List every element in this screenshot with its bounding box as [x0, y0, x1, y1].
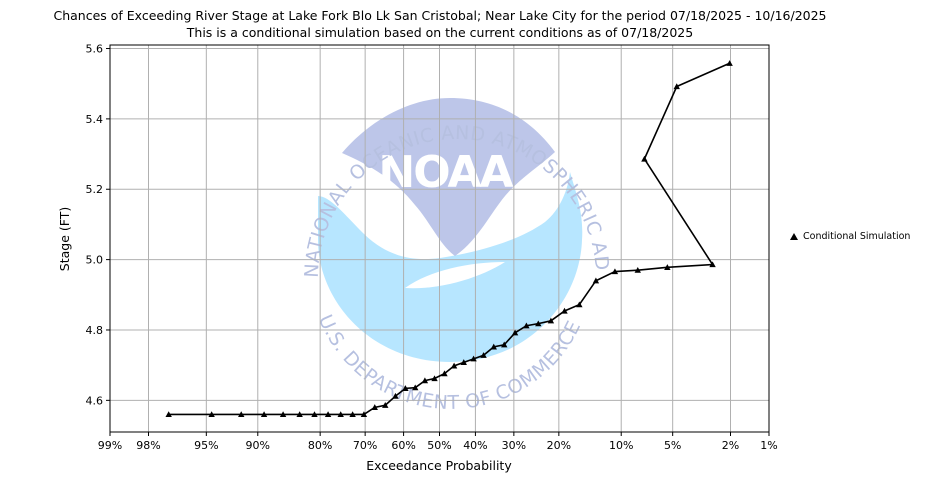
x-axis-label: Exceedance Probability — [366, 458, 512, 473]
y-tick-label: 4.8 — [86, 324, 104, 337]
data-point — [501, 341, 508, 348]
series-conditional-simulation — [165, 60, 733, 418]
data-point — [421, 377, 429, 384]
data-point — [673, 83, 680, 90]
data-point — [592, 277, 600, 284]
data-point — [349, 411, 356, 418]
data-point — [511, 329, 519, 336]
x-tick-label: 2% — [722, 439, 739, 452]
data-point — [431, 375, 438, 382]
data-point — [296, 411, 303, 418]
data-point — [208, 411, 215, 418]
x-tick-label: 40% — [463, 439, 487, 452]
data-point — [412, 384, 419, 391]
y-tick-label: 4.6 — [86, 394, 104, 407]
x-tick-label: 90% — [246, 439, 270, 452]
x-tick-label: 30% — [502, 439, 526, 452]
data-point — [382, 402, 389, 408]
x-tick-label: 70% — [353, 439, 377, 452]
data-point — [611, 268, 619, 275]
data-point — [480, 352, 487, 358]
y-axis-label: Stage (FT) — [57, 207, 72, 271]
data-point — [561, 307, 568, 314]
data-point — [260, 411, 268, 418]
legend: Conditional Simulation — [790, 231, 910, 242]
x-tick-label: 95% — [194, 439, 218, 452]
data-point — [634, 266, 641, 273]
y-tick-label: 5.2 — [86, 183, 104, 196]
y-tick-label: 5.0 — [86, 254, 104, 267]
data-point — [279, 411, 287, 418]
data-point — [523, 322, 530, 329]
y-tick-label: 5.4 — [86, 113, 104, 126]
data-point — [392, 392, 399, 399]
data-point — [371, 404, 378, 410]
noaa-logo-watermark: NOAA NATIONAL OCEANIC AND ATMOSPHERIC AD… — [0, 0, 612, 414]
x-tick-label: 98% — [136, 439, 160, 452]
legend-label: Conditional Simulation — [803, 231, 911, 242]
data-point — [709, 261, 716, 268]
chart-subtitle: This is a conditional simulation based o… — [186, 25, 694, 40]
data-point — [547, 317, 555, 324]
x-tick-label: 1% — [760, 439, 777, 452]
y-tick-label: 5.6 — [86, 43, 104, 56]
data-point — [441, 370, 448, 377]
data-point — [460, 359, 467, 365]
x-tick-label: 20% — [547, 439, 571, 452]
data-point — [726, 60, 733, 66]
data-point — [324, 411, 332, 418]
data-point — [165, 411, 172, 418]
y-axis-ticks: 4.6 4.8 5.0 5.2 5.4 5.6 — [86, 43, 110, 407]
x-tick-label: 80% — [308, 439, 332, 452]
noaa-logo-wave — [405, 262, 505, 289]
data-point — [238, 411, 245, 418]
data-point — [490, 343, 497, 350]
noaa-logo-upper-shape — [342, 98, 555, 256]
data-point — [470, 355, 477, 362]
chart-title: Chances of Exceeding River Stage at Lake… — [53, 8, 827, 23]
data-point — [450, 362, 458, 369]
x-tick-label: 5% — [664, 439, 681, 452]
data-point — [402, 385, 409, 391]
x-axis-ticks: 99% 98% 95% 90% 80% 70% 60% 50% 40% 30% 20% 10% 5% 2%… — [98, 432, 778, 452]
data-point — [664, 264, 671, 270]
data-point — [311, 411, 318, 418]
data-point — [535, 320, 542, 327]
noaa-logo-lower-shape — [318, 172, 583, 362]
data-point — [576, 301, 583, 308]
x-tick-label: 60% — [391, 439, 415, 452]
legend-triangle-marker — [790, 233, 798, 240]
x-tick-label: 50% — [427, 439, 451, 452]
data-point — [641, 155, 648, 162]
data-point — [337, 411, 344, 418]
x-tick-label: 10% — [609, 439, 633, 452]
data-point — [360, 411, 368, 418]
x-tick-label: 99% — [98, 439, 122, 452]
